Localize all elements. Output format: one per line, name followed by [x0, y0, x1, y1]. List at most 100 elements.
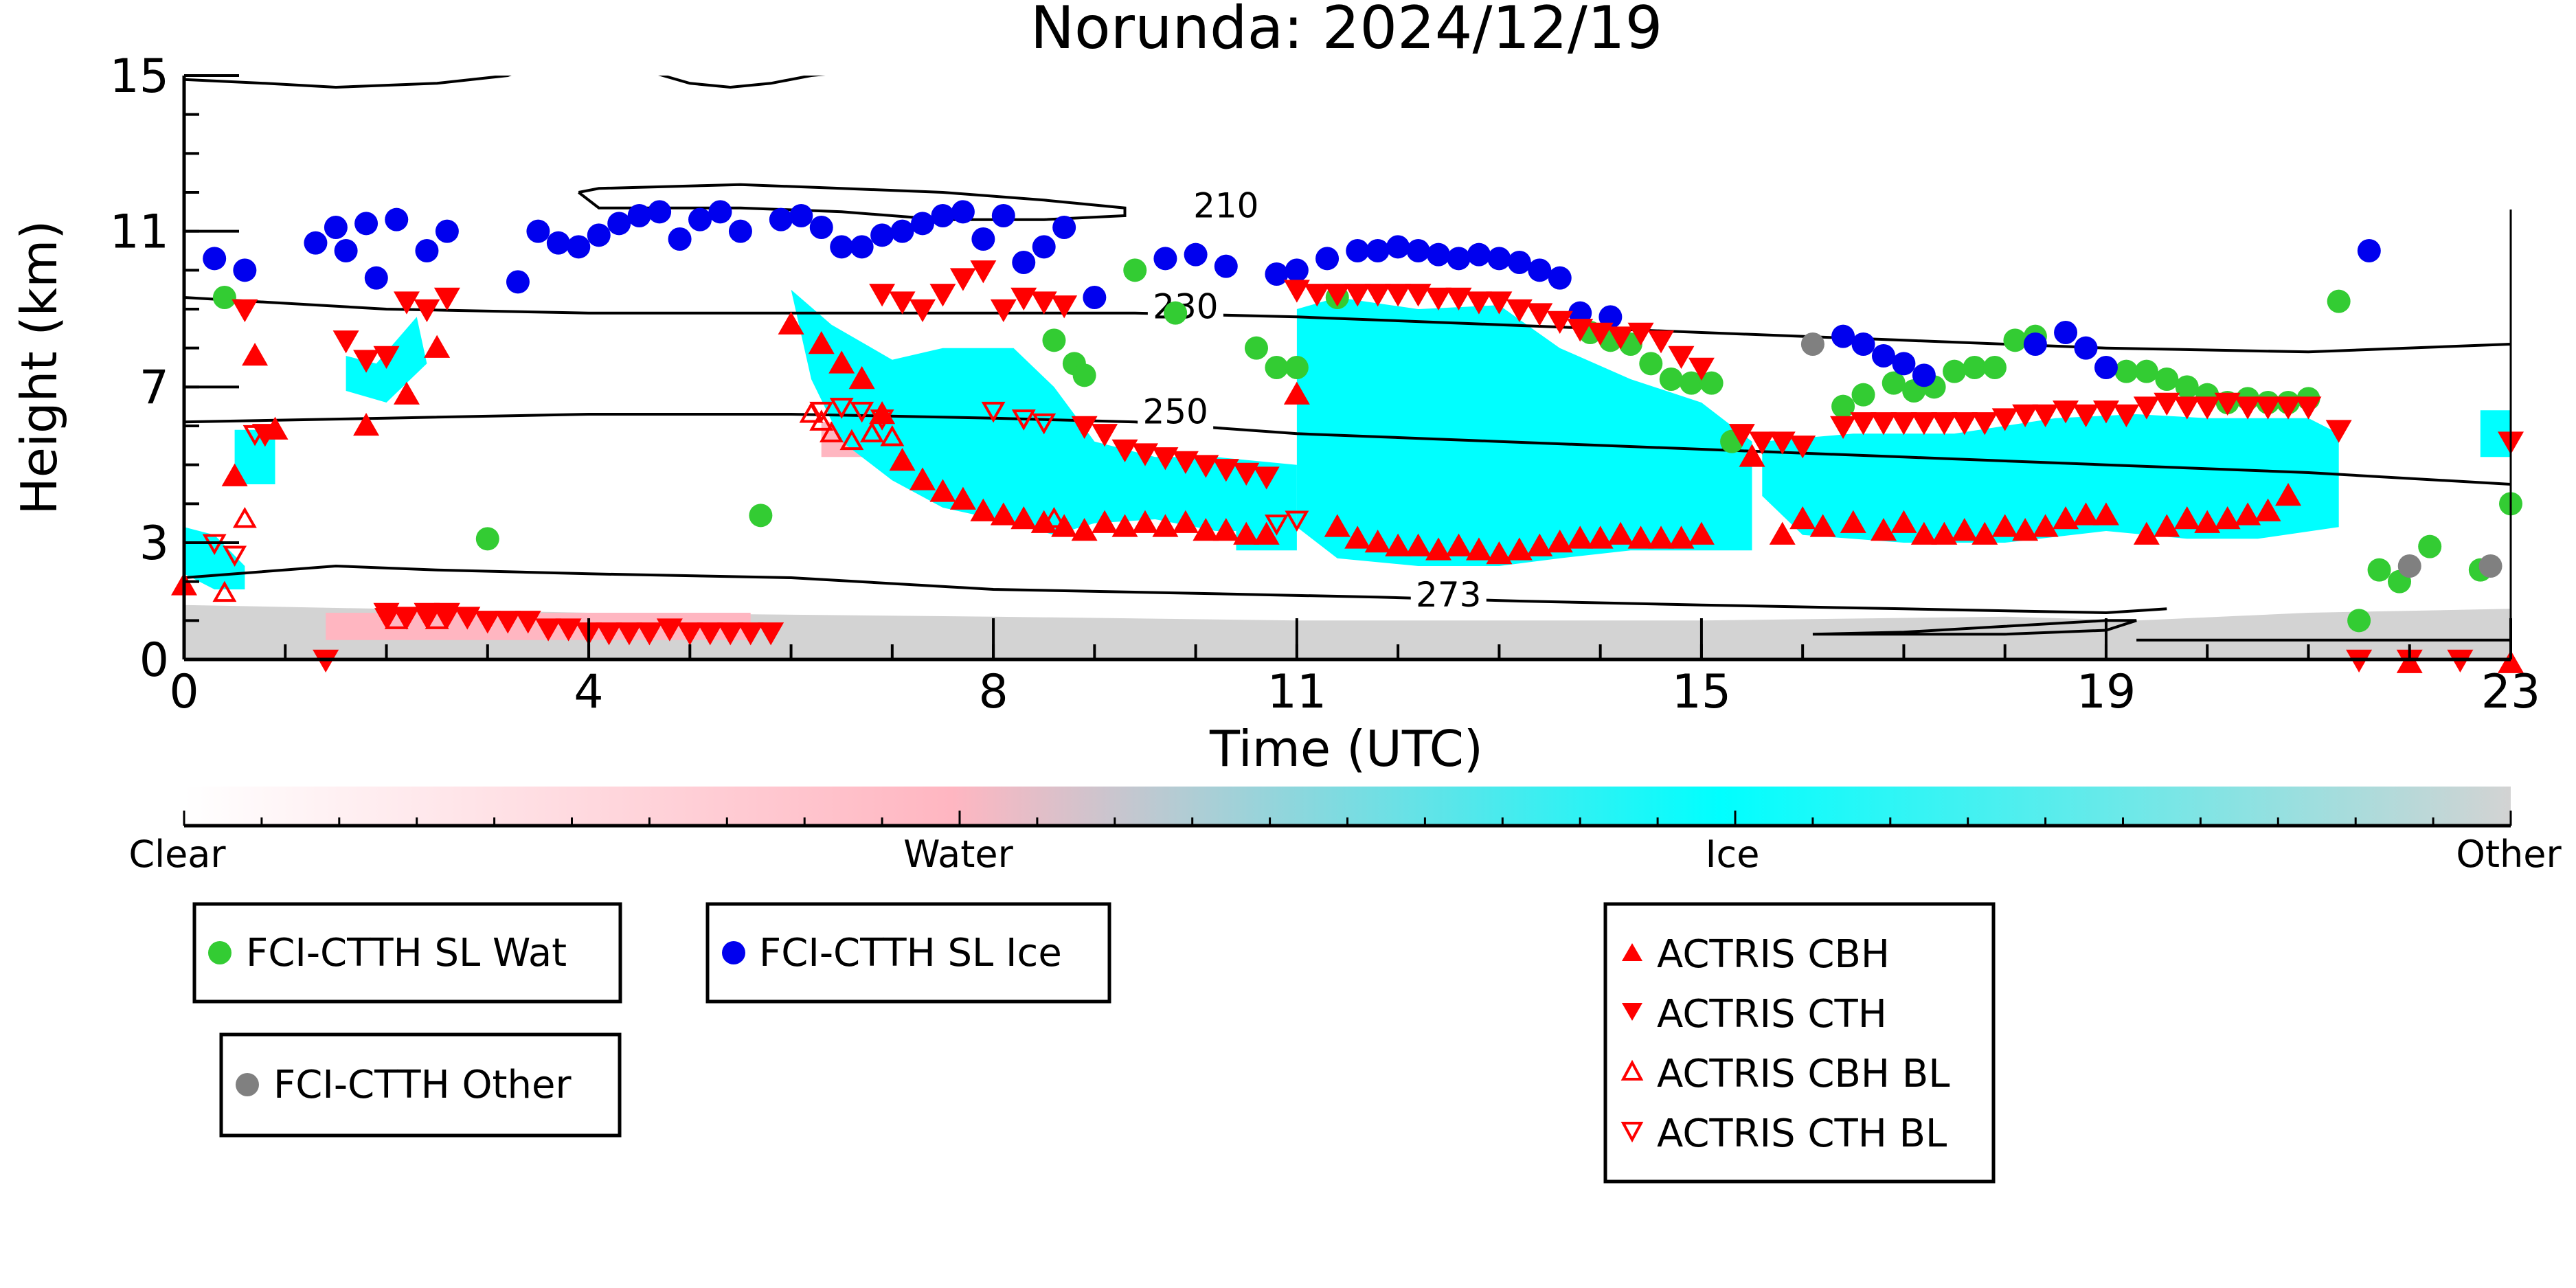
marker-circle: [749, 504, 773, 528]
marker-triangle-down: [1111, 439, 1138, 462]
marker-circle: [1680, 371, 1704, 395]
marker-triangle-down: [1991, 408, 2018, 431]
marker-triangle-up: [1809, 514, 1836, 537]
marker-triangle-down: [251, 424, 278, 447]
marker-circle: [1548, 266, 1572, 290]
marker-triangle-up: [990, 502, 1017, 526]
marker-triangle-up: [2255, 498, 2281, 521]
marker-triangle-down: [636, 622, 663, 646]
marker-triangle-up-open: [880, 425, 905, 447]
marker-triangle-up: [828, 350, 855, 374]
marker-circle: [809, 216, 833, 239]
marker-triangle-up: [1071, 518, 1098, 541]
marker-circle: [1943, 359, 1967, 383]
marker-triangle-down-open: [1264, 515, 1289, 536]
marker-triangle-down: [889, 291, 916, 315]
marker-triangle-down: [1010, 287, 1037, 310]
marker-triangle-up: [2032, 514, 2059, 537]
marker-triangle-down: [1304, 284, 1331, 307]
marker-circle: [415, 239, 439, 262]
marker-triangle-up: [1567, 526, 1594, 549]
marker-triangle-up: [1465, 537, 1492, 561]
marker-circle: [1892, 352, 1916, 376]
temperature-contour-line: [184, 76, 512, 89]
marker-circle: [1851, 383, 1875, 407]
marker-triangle-down-open: [1285, 510, 1309, 532]
marker-triangle-up: [1506, 537, 1533, 561]
marker-circle: [1487, 247, 1511, 271]
marker-triangle-down: [373, 346, 400, 369]
marker-circle: [2023, 332, 2047, 356]
marker-triangle-up: [1445, 533, 1472, 556]
marker-triangle-up: [909, 467, 936, 490]
marker-triangle-down: [1445, 287, 1472, 310]
marker-triangle-down: [1749, 431, 1776, 455]
marker-circle: [1851, 332, 1875, 356]
marker-circle: [1831, 394, 1855, 418]
marker-triangle-up: [970, 498, 997, 521]
marker-triangle-up: [929, 479, 956, 502]
marker-circle: [607, 212, 631, 236]
colorbar-label-clear: Clear: [128, 833, 226, 876]
marker-circle: [2327, 289, 2351, 313]
marker-circle: [364, 266, 388, 290]
marker-circle: [1831, 324, 1855, 348]
marker-circle: [385, 207, 409, 231]
marker-triangle-up: [1870, 518, 1897, 541]
marker-circle: [688, 207, 712, 231]
marker-circle: [1052, 216, 1076, 239]
marker-circle: [2094, 356, 2118, 379]
legend-label-fci-wat: FCI-CTTH SL Wat: [246, 931, 567, 975]
marker-triangle-up: [1931, 521, 1958, 545]
marker-triangle-down: [2154, 392, 2180, 416]
marker-triangle-down: [2235, 396, 2261, 420]
marker-triangle-up: [778, 311, 804, 335]
marker-triangle-up: [1910, 521, 1937, 545]
marker-triangle-up: [1991, 514, 2018, 537]
marker-triangle-up: [1688, 521, 1715, 545]
marker-triangle-down-open: [850, 401, 874, 423]
axes: 0 3 7 11 15 0 4 8 11 15 19 23: [109, 49, 2540, 719]
marker-triangle-down-open: [374, 608, 398, 629]
marker-triangle-down-open: [809, 401, 834, 423]
temperature-contour-line: [657, 76, 826, 89]
legend-marker-actris-cbh: [1622, 943, 1642, 961]
temperature-contour-line: [578, 183, 1127, 221]
marker-circle: [1366, 239, 1390, 262]
marker-circle: [830, 235, 854, 259]
marker-triangle-up: [1344, 526, 1371, 549]
marker-triangle-down: [353, 350, 380, 373]
marker-triangle-down: [1951, 412, 1978, 436]
marker-triangle-down: [1890, 412, 1917, 436]
marker-triangle-down: [1587, 322, 1614, 346]
marker-triangle-down: [949, 268, 976, 291]
marker-triangle-up: [1131, 510, 1158, 533]
marker-circle: [526, 219, 550, 243]
marker-triangle-up: [353, 413, 380, 436]
marker-triangle-down: [909, 299, 936, 322]
marker-circle: [1285, 356, 1309, 379]
marker-circle: [475, 527, 499, 551]
contour-label: 273: [1416, 575, 1481, 615]
marker-triangle-up: [1193, 518, 1219, 541]
marker-circle: [304, 231, 328, 255]
marker-circle: [1164, 301, 1188, 325]
marker-triangle-down: [1324, 284, 1351, 307]
marker-circle: [1386, 235, 1410, 259]
marker-triangle-up: [242, 343, 269, 366]
marker-circle: [1882, 371, 1906, 395]
marker-triangle-down: [2113, 404, 2140, 427]
marker-triangle-down: [1486, 291, 1513, 315]
marker-triangle-up: [1971, 521, 1998, 545]
marker-triangle-up: [1324, 514, 1351, 537]
marker-triangle-down: [677, 622, 703, 646]
x-axis-label: Time (UTC): [1209, 720, 1483, 778]
marker-triangle-down: [2173, 396, 2200, 420]
marker-triangle-up: [1668, 526, 1695, 549]
marker-triangle-down: [1931, 412, 1958, 436]
marker-triangle-down: [2295, 396, 2322, 420]
marker-triangle-down: [2133, 396, 2160, 420]
marker-triangle-down: [596, 622, 622, 646]
x-tick-label: 0: [169, 665, 199, 719]
marker-triangle-down-open: [981, 401, 1006, 423]
